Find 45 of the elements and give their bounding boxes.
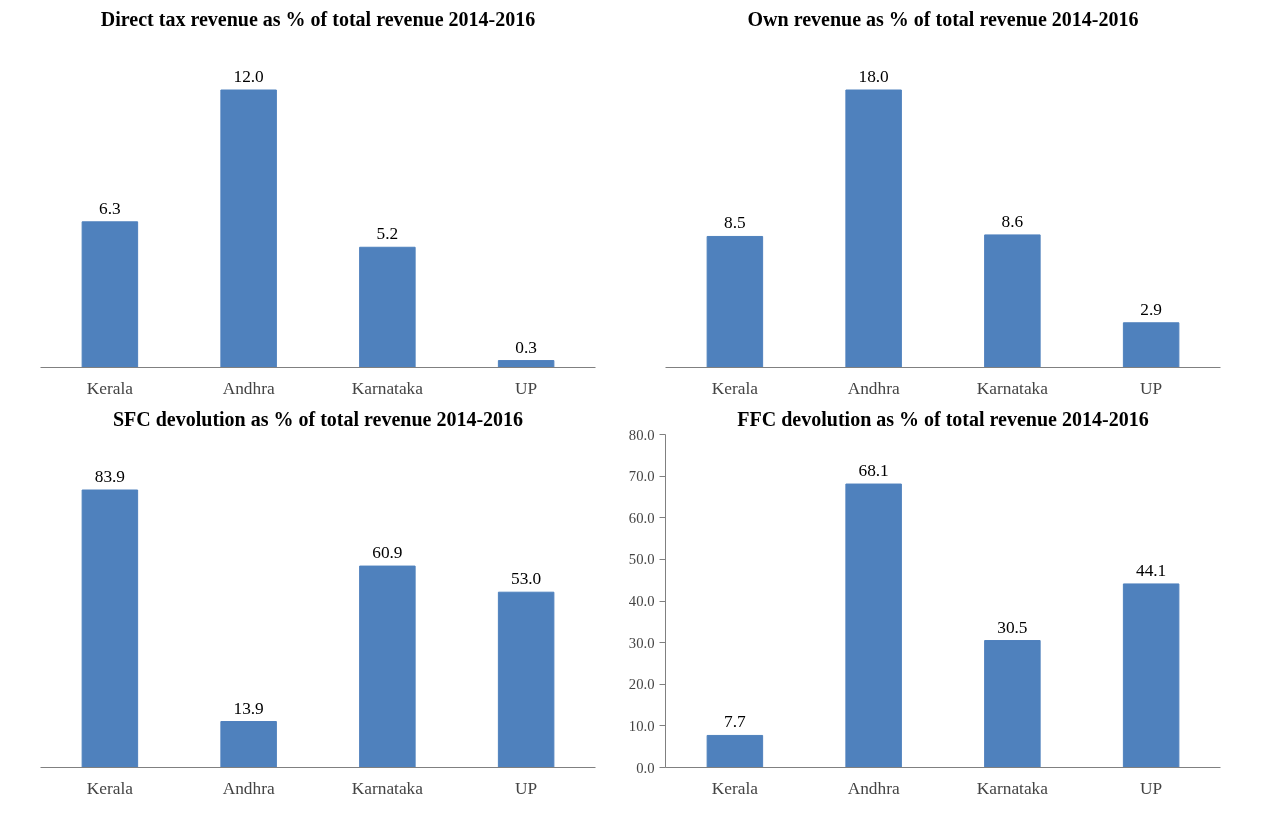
- y-tick-label: 70.0: [628, 468, 655, 485]
- data-label: 12.0: [233, 67, 264, 86]
- x-tick-label: Andhra: [222, 778, 275, 798]
- data-label: 30.5: [997, 617, 1028, 637]
- y-tick-label: 80.0: [628, 426, 655, 443]
- x-tick-label: UP: [1140, 378, 1163, 398]
- data-label: 44.1: [1135, 560, 1167, 580]
- x-tick-label: UP: [515, 778, 538, 798]
- data-label: 68.1: [858, 461, 889, 481]
- x-tick-label: Kerala: [711, 778, 759, 798]
- y-tick-label: 20.0: [628, 676, 655, 693]
- x-tick-label: Andhra: [847, 778, 900, 798]
- data-label: 53.0: [510, 569, 542, 589]
- x-tick-label: Karnataka: [976, 378, 1049, 398]
- x-tick-label: UP: [515, 378, 538, 398]
- y-tick-label: 10.0: [628, 717, 655, 734]
- x-tick-label: Andhra: [222, 378, 275, 398]
- data-label: 13.9: [233, 698, 264, 718]
- data-label: 2.9: [1140, 299, 1162, 319]
- data-label: 0.3: [515, 337, 537, 357]
- chart-title: Direct tax revenue as % of total revenue 2014-2016: [100, 7, 536, 30]
- data-label: 8.6: [1001, 211, 1024, 231]
- chart-title: FFC devolution as % of total revenue 2014-2016: [737, 407, 1149, 430]
- x-tick-label: Karnataka: [351, 778, 424, 798]
- chart-title: Own revenue as % of total revenue 2014-2016: [747, 7, 1139, 30]
- x-tick-label: Karnataka: [351, 378, 424, 398]
- x-tick-label: UP: [1140, 778, 1163, 798]
- y-tick-label: 30.0: [628, 634, 655, 651]
- x-tick-label: Andhra: [847, 378, 900, 398]
- chart-title: SFC devolution as % of total revenue 2014-2016: [112, 407, 524, 430]
- data-label: 83.9: [94, 467, 126, 486]
- x-tick-label: Karnataka: [976, 778, 1049, 798]
- data-label: 6.3: [99, 198, 121, 218]
- x-tick-label: Kerala: [711, 378, 759, 398]
- data-label: 60.9: [372, 543, 403, 563]
- y-tick-label: 50.0: [628, 551, 655, 568]
- y-tick-label: 0.0: [636, 759, 655, 776]
- x-tick-label: Kerala: [86, 378, 134, 398]
- y-tick-label: 40.0: [628, 593, 655, 609]
- y-tick-label: 60.0: [628, 509, 655, 526]
- x-tick-label: Kerala: [86, 778, 134, 798]
- data-label: 5.2: [376, 224, 399, 244]
- data-label: 18.0: [858, 67, 889, 86]
- data-label: 7.7: [724, 712, 747, 732]
- data-label: 8.5: [724, 213, 746, 233]
